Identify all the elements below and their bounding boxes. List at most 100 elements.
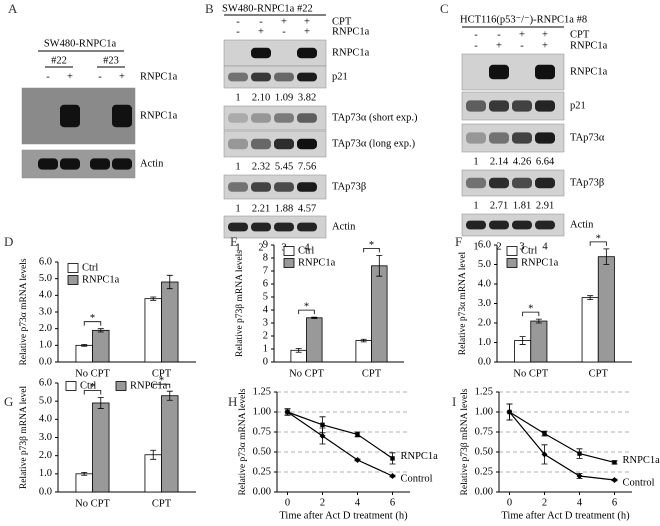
quantification: 3.82: [298, 92, 316, 103]
series-label: RNPC1a: [623, 455, 660, 466]
y-tick-label: 4.0: [39, 290, 52, 301]
y-axis-label: Relative p73β mRNA levels: [235, 250, 245, 357]
row-label: Actin: [570, 219, 594, 230]
y-tick-label: 1.00: [253, 406, 271, 417]
lane-number: 2: [496, 241, 501, 252]
treatment-sign: -: [236, 26, 240, 37]
y-tick-label: 1.00: [475, 406, 493, 417]
y-tick-label: 2.0: [39, 323, 52, 334]
series-line: [287, 411, 393, 477]
treatment-sign: -: [46, 71, 50, 82]
legend-swatch: [283, 246, 295, 256]
treatment-sign: -: [259, 16, 263, 27]
bar: [92, 402, 110, 493]
error-bar: [376, 255, 383, 277]
blot-title: SW480-RNPC1a: [44, 38, 117, 49]
band: [489, 132, 509, 144]
panel-letter: H: [228, 394, 237, 409]
y-axis-label: Relative p73α mRNA level: [458, 251, 468, 355]
series-line: [287, 411, 393, 459]
band: [535, 64, 555, 80]
quantification: 1: [235, 92, 240, 103]
error-bar: [603, 248, 610, 265]
y-tick-label: 1.25: [475, 386, 493, 397]
y-tick-label: 0.50: [253, 446, 271, 457]
error-bar: [150, 449, 157, 460]
y-tick-label: 0.75: [253, 426, 271, 437]
error-bar: [360, 338, 367, 343]
panel-letter: A: [8, 1, 18, 16]
band: [297, 47, 317, 59]
y-tick-label: 1.0: [478, 337, 491, 348]
x-tick-label: 0: [285, 497, 290, 508]
x-tick-label: CPT: [152, 368, 172, 379]
band: [60, 158, 80, 170]
y-tick-label: 9: [263, 239, 268, 250]
y-axis-label: Relative p73β mRNA level: [19, 386, 29, 490]
band: [251, 113, 271, 123]
band: [535, 100, 555, 112]
treatment-label: RNPC1a: [570, 40, 608, 51]
legend-label: RNPC1a: [521, 257, 559, 268]
error-bar: [166, 390, 173, 401]
band: [466, 132, 486, 144]
treatment-sign: -: [474, 40, 478, 51]
blot-title: HCT116(p53⁻/⁻)-RNPC1a #8: [460, 14, 587, 25]
band: [535, 177, 555, 189]
panel-letter: F: [455, 234, 462, 249]
band: [297, 138, 317, 150]
y-tick-label: 0.00: [253, 486, 271, 497]
band: [228, 72, 248, 82]
bar: [144, 298, 162, 363]
marker: [611, 477, 618, 483]
legend-label: Ctrl: [80, 380, 96, 391]
x-tick-label: CPT: [589, 368, 609, 379]
row-label: TAp73β: [332, 181, 366, 192]
error-bar: [311, 316, 318, 319]
row-label: RNPC1a: [332, 47, 370, 58]
significance-bracket: [589, 241, 607, 246]
y-tick-label: 4.0: [478, 278, 491, 289]
y-tick-label: 2.0: [39, 450, 52, 461]
band: [228, 182, 248, 192]
bar: [355, 340, 372, 363]
marker: [355, 432, 360, 437]
row-label: TAp73α: [570, 132, 605, 143]
row-label: TAp73β: [570, 177, 604, 188]
y-tick-label: 1.0: [39, 340, 52, 351]
treatment-sign: -: [497, 29, 501, 40]
marker: [319, 433, 326, 439]
bar: [306, 317, 323, 363]
quantification: 1: [473, 156, 478, 167]
band: [535, 132, 555, 144]
band: [228, 138, 248, 150]
y-tick-label: 3.0: [478, 298, 491, 309]
panel-letter: I: [452, 394, 456, 409]
legend-label: Ctrl: [298, 245, 314, 256]
panel-letter: B: [205, 1, 214, 16]
row-label: TAp73α (long exp.): [332, 138, 416, 149]
row-label: p21: [570, 100, 586, 111]
significance-star: *: [90, 382, 95, 393]
band: [274, 182, 294, 192]
significance-star: *: [528, 304, 533, 315]
band: [274, 138, 294, 150]
quantification: 2.32: [252, 161, 270, 172]
band: [60, 104, 80, 128]
treatment-sign: +: [119, 71, 125, 82]
significance-star: *: [159, 376, 164, 387]
treatment-label: CPT: [332, 16, 352, 27]
significance-bracket: [83, 390, 102, 395]
bar: [75, 473, 93, 493]
panel-letter: C: [440, 1, 449, 16]
significance-bracket: [522, 311, 540, 317]
treatment-sign: +: [258, 26, 264, 37]
x-tick-label: 4: [355, 497, 361, 508]
bar: [144, 454, 162, 493]
quantification: 1.09: [275, 92, 293, 103]
quantification: 2.10: [252, 92, 270, 103]
quantification: 2.14: [490, 156, 509, 167]
bar: [371, 265, 388, 363]
y-tick-label: 0.0: [478, 356, 491, 367]
y-tick-label: 3: [263, 317, 268, 328]
